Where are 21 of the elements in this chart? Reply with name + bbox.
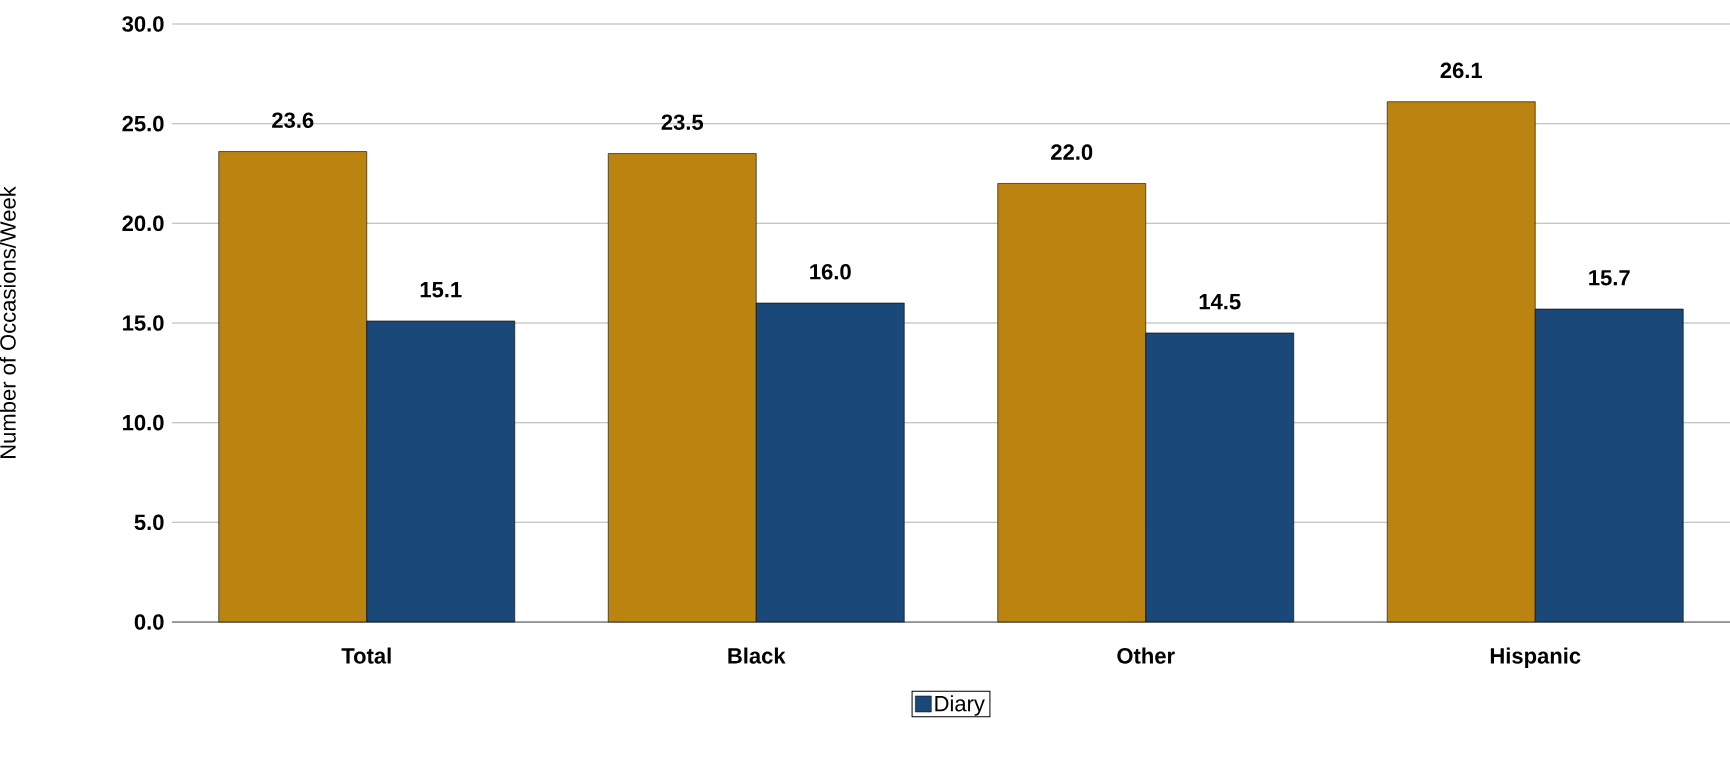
y-tick-label: 30.0 <box>122 16 164 32</box>
data-label: 23.5 <box>661 114 704 131</box>
data-label: 14.5 <box>1199 294 1241 310</box>
data-label: 15.7 <box>1589 270 1630 286</box>
data-label: 26.1 <box>1440 62 1483 79</box>
x-tick-label: Black <box>728 647 786 664</box>
x-tick-label: Hispanic <box>1490 647 1581 669</box>
y-axis-title: Number of Occasions/Week <box>0 186 16 458</box>
data-label: 23.6 <box>272 112 314 129</box>
y-tick-label: 25.0 <box>122 115 164 132</box>
y-tick-label: 0.0 <box>134 614 164 630</box>
y-tick-label: 20.0 <box>122 215 164 232</box>
x-tick-label: Total <box>341 647 391 664</box>
y-tick-label: 10.0 <box>123 414 164 431</box>
legend-label: Diary <box>935 695 985 716</box>
data-label: 16.0 <box>810 263 851 280</box>
y-tick-label: 15.0 <box>123 315 164 331</box>
data-label: 22.0 <box>1051 144 1093 160</box>
data-label: 15.1 <box>420 282 462 298</box>
y-tick-label: 5.0 <box>134 514 164 531</box>
x-tick-label: Other <box>1117 647 1175 664</box>
